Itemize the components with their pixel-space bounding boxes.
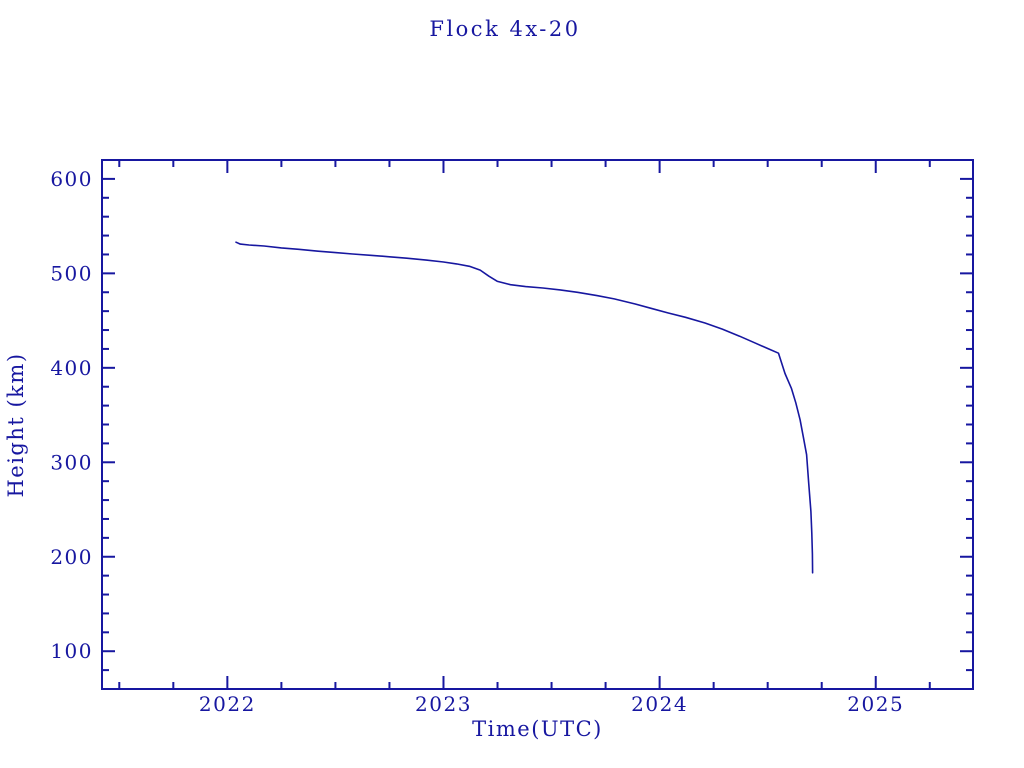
- axes-frame: [101, 159, 974, 690]
- x-axis-label: Time(UTC): [472, 717, 603, 741]
- chart-title: Flock 4x-20: [429, 17, 581, 41]
- y-tick-label: 500: [50, 261, 93, 285]
- x-tick-label: 2024: [631, 692, 688, 716]
- y-tick-label: 300: [50, 450, 93, 474]
- x-tick-label: 2023: [415, 692, 472, 716]
- y-tick-label: 600: [50, 167, 93, 191]
- x-tick-label: 2025: [847, 692, 904, 716]
- y-tick-label: 100: [50, 639, 93, 663]
- y-tick-label: 400: [50, 356, 93, 380]
- x-tick-label: 2022: [199, 692, 256, 716]
- decay-curve: [235, 241, 814, 574]
- y-tick-label: 200: [50, 545, 93, 569]
